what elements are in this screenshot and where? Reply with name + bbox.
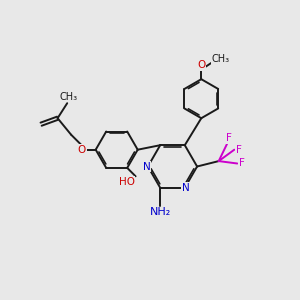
Text: N: N	[182, 183, 190, 193]
Text: O: O	[78, 145, 86, 155]
Text: HO: HO	[118, 177, 135, 187]
Text: F: F	[238, 158, 244, 169]
Text: N: N	[143, 161, 151, 172]
Text: F: F	[236, 145, 242, 155]
Text: CH₃: CH₃	[212, 54, 230, 64]
Text: CH₃: CH₃	[59, 92, 77, 102]
Text: O: O	[197, 60, 206, 70]
Text: NH₂: NH₂	[150, 207, 171, 218]
Text: F: F	[226, 133, 232, 143]
